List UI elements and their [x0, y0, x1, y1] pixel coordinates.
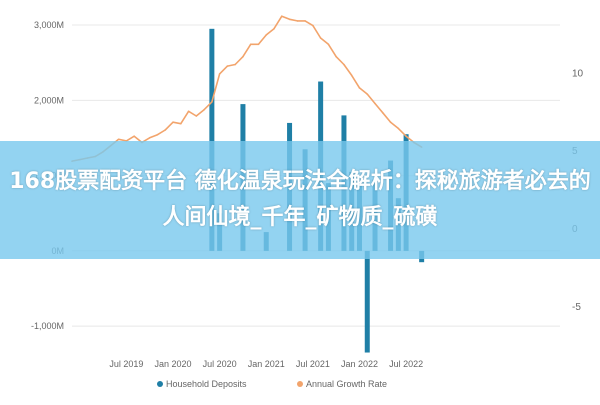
line-series-annual-growth-rate: [71, 15, 423, 162]
y-left-tick-label: -1,000M: [31, 321, 64, 331]
y-left-tick-label: 3,000M: [34, 20, 64, 30]
line-point: [218, 73, 221, 75]
line-point: [343, 63, 345, 66]
line-point: [133, 135, 135, 138]
line-point: [296, 20, 299, 22]
y-right-tick-label: -5: [572, 302, 581, 313]
line-point: [273, 27, 275, 30]
line-point: [249, 43, 252, 46]
line-point: [242, 55, 244, 58]
line-point: [358, 87, 361, 89]
line-point: [164, 129, 167, 131]
line-point: [187, 110, 190, 113]
legend-label: Annual Growth Rate: [306, 379, 387, 389]
line-point: [280, 15, 283, 18]
line-point: [350, 74, 353, 77]
line-point: [374, 102, 376, 105]
line-point: [366, 93, 369, 95]
y-left-tick-label: 2,000M: [34, 95, 64, 105]
legend: Household Deposits Annual Growth Rate: [157, 379, 387, 389]
line-point: [156, 133, 159, 136]
legend-marker: [297, 381, 303, 387]
line-point: [203, 108, 205, 111]
growth-rate-line: [71, 15, 423, 162]
line-point: [335, 55, 337, 58]
line-point: [288, 18, 291, 21]
line-point: [195, 115, 198, 117]
x-tick-label: Jan 2020: [154, 359, 191, 369]
legend-marker: [157, 381, 163, 387]
x-tick-label: Jul 2019: [109, 359, 143, 369]
line-point: [211, 101, 213, 103]
bar: [364, 250, 370, 353]
x-tick-label: Jul 2020: [203, 359, 237, 369]
line-point: [179, 122, 182, 125]
line-point: [304, 20, 306, 22]
line-point: [327, 43, 330, 46]
x-tick-label: Jan 2022: [341, 359, 378, 369]
line-point: [117, 138, 120, 141]
line-point: [319, 37, 322, 39]
line-point: [257, 43, 260, 46]
x-tick-label: Jan 2021: [248, 359, 285, 369]
line-point: [405, 135, 407, 138]
banner-title: 168股票配资平台 德化温泉玩法全解析：探秘旅游者必去的人间仙境_千年_矿物质_…: [9, 169, 591, 230]
line-point: [312, 24, 314, 27]
y-right-tick-label: 10: [572, 68, 584, 79]
title-banner: 168股票配资平台 德化温泉玩法全解析：探秘旅游者必去的人间仙境_千年_矿物质_…: [0, 141, 600, 259]
line-point: [382, 112, 384, 114]
x-tick-label: Jul 2022: [389, 359, 423, 369]
line-point: [397, 127, 400, 130]
legend-label: Household Deposits: [166, 379, 247, 389]
line-point: [172, 121, 174, 123]
line-point: [148, 136, 151, 139]
line-point: [226, 65, 229, 67]
line-point: [265, 34, 268, 36]
line-point: [234, 63, 236, 66]
x-tick-label: Jul 2021: [296, 359, 330, 369]
line-point: [389, 121, 392, 123]
bar: [209, 28, 215, 251]
